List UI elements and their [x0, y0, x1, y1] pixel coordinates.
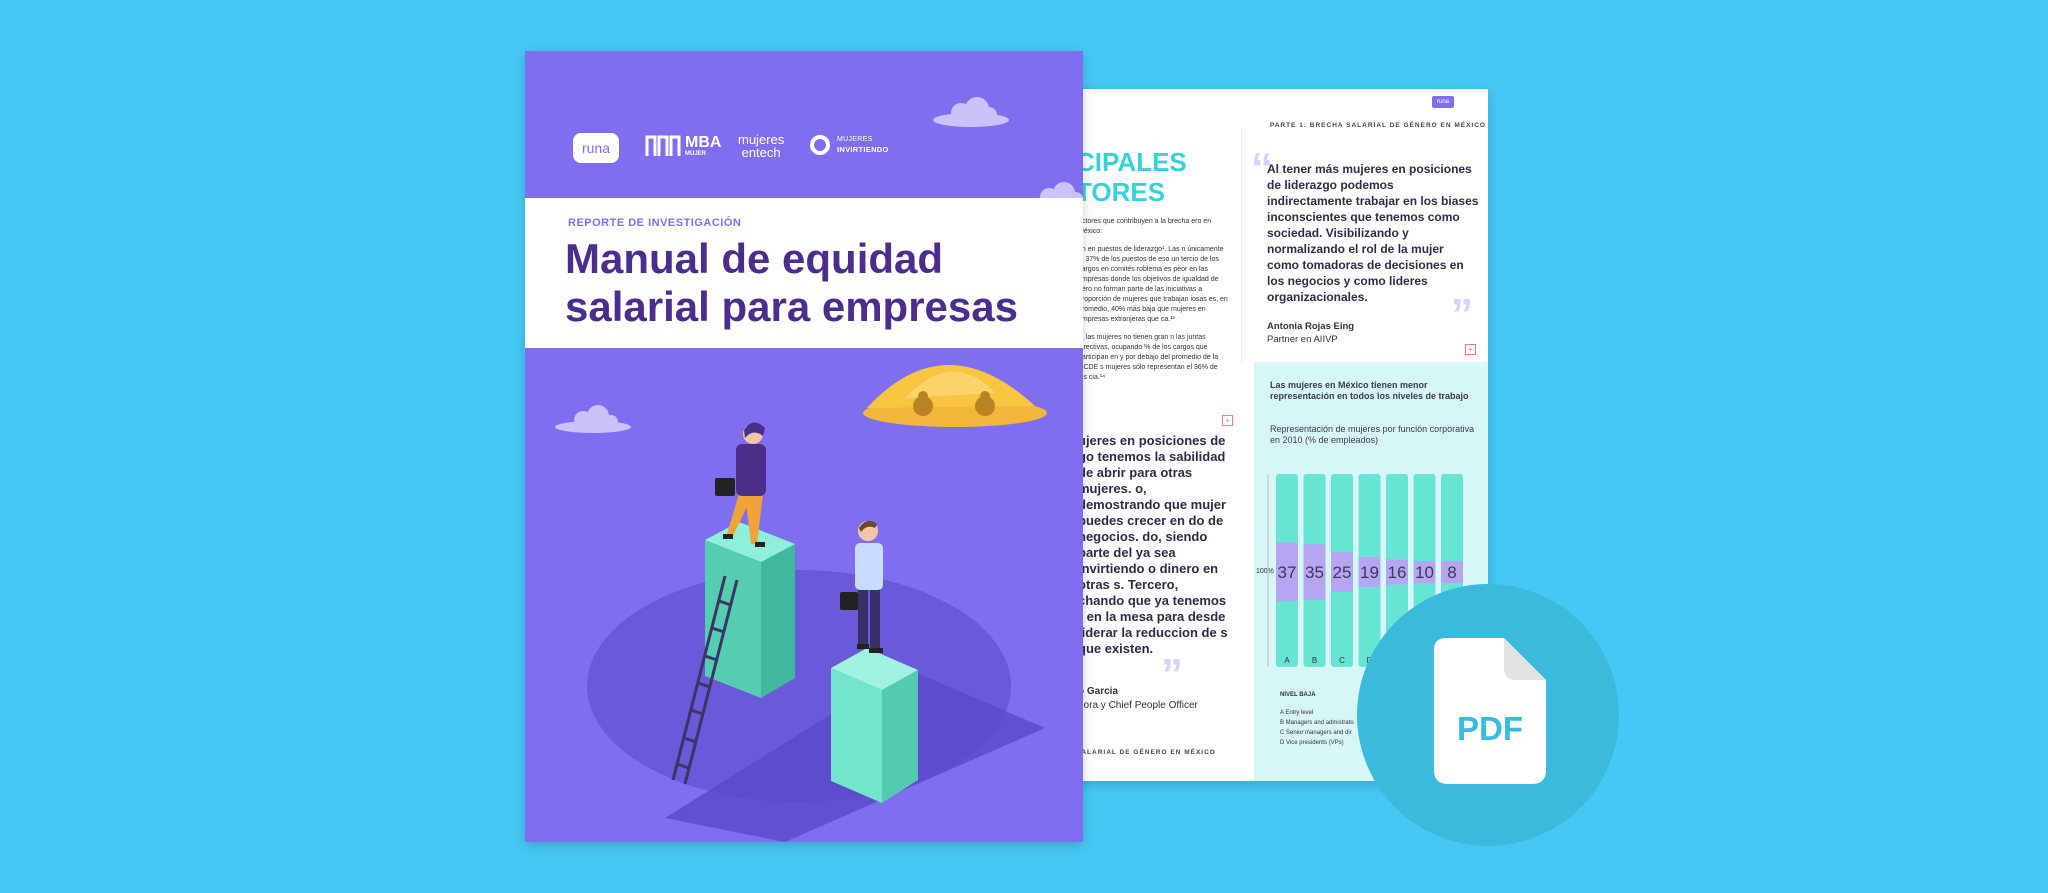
mujeres-invirtiendo-logo-icon [810, 135, 830, 155]
left-quote-role: dora y Chief People Officer [1078, 700, 1198, 711]
ladder-icon [671, 575, 739, 785]
runa-logo: runa [573, 133, 619, 163]
pdf-label: PDF [1457, 710, 1523, 747]
chart-y-label: 100% [1256, 568, 1274, 575]
mujeres-invirtiendo-logo-line-1: MUJERES [837, 136, 873, 143]
legend-item: A Entry level [1280, 710, 1314, 716]
right-quote-author: Antonia Rojas Eing [1267, 321, 1355, 332]
bar-value-label: 37 [1278, 563, 1297, 582]
left-column-text: actores que contribuyen a la brecha ero … [1078, 217, 1228, 391]
mujeres-entech-line-2: entech [741, 145, 781, 160]
pdf-document-icon [1434, 638, 1546, 784]
bar [1358, 556, 1381, 588]
coin-pile-icon [863, 364, 1047, 427]
mujeres-entech-line-1: mujeres [738, 132, 785, 147]
left-paragraph: o, las mujeres no tienen gran n las junt… [1078, 334, 1219, 381]
open-quote-icon: “ [1251, 144, 1273, 193]
close-quote-icon: ” [1451, 290, 1473, 339]
woman-figure [715, 422, 766, 547]
cloud-icon [933, 97, 1009, 127]
cover-title: Manual de equidad salarial para empresas [565, 235, 1065, 331]
mujeres-invirtiendo-logo-line-2: INVIRTIENDO [837, 145, 889, 154]
x-tick-label: C [1339, 656, 1345, 665]
bar-value-label: 35 [1305, 563, 1324, 582]
cover-illustration [587, 364, 1047, 842]
legend-item: B Managers and admistrato [1280, 720, 1354, 726]
close-quote-icon: ” [1161, 650, 1183, 699]
chart-legend-title: NIVEL BAJA [1280, 692, 1316, 698]
chart-title: Las mujeres en México tienen menor repre… [1270, 380, 1469, 401]
bar [1331, 552, 1353, 592]
expand-icon: + [1465, 344, 1476, 355]
bar [1386, 559, 1408, 585]
mba-logo-subtext: MUJER [685, 151, 707, 157]
bar-value-label: 10 [1415, 563, 1434, 582]
part-header: PARTE 1: BRECHA SALARIAL DE GÉNERO EN MÉ… [1269, 122, 1486, 129]
column-divider [1241, 129, 1242, 364]
left-quote: ujeres en posiciones de go tenemos la sa… [1078, 433, 1228, 656]
bar [1303, 544, 1326, 600]
tall-pillar [705, 522, 795, 698]
short-pillar [831, 648, 918, 803]
right-quote-role: Partner en AIIVP [1267, 334, 1338, 345]
expand-icon: + [1222, 415, 1233, 426]
bar-value-label: 16 [1388, 563, 1407, 582]
section-title-line-2: TORES [1076, 177, 1166, 207]
bar-value-label: 8 [1447, 563, 1456, 582]
left-paragraph: actores que contribuyen a la brecha ero … [1078, 218, 1212, 235]
bar-value-label: 25 [1333, 563, 1352, 582]
title-band [525, 198, 1083, 348]
report-cover: runa MBA MUJER mujeres entech MUJERES IN… [525, 51, 1083, 842]
left-page-footer: SALARIAL DE GÉNERO EN MÉXICO [1076, 749, 1216, 756]
chart-legend: A Entry level B Managers and admistrato … [1280, 708, 1480, 748]
legend-item: C Senior managers and dir [1280, 730, 1352, 736]
cloud-icon [555, 405, 631, 433]
legend-item: D Vice presidents (VPs) [1280, 740, 1344, 746]
x-tick-label: B [1312, 656, 1317, 665]
bar [1276, 542, 1298, 602]
chart-subtitle: Representación de mujeres por función co… [1270, 424, 1475, 445]
man-figure [840, 520, 883, 653]
mujeres-entech-logo: mujeres entech [738, 133, 784, 159]
report-label: REPORTE DE INVESTIGACIÓN [568, 217, 742, 229]
cover-title-line-1: Manual de equidad [565, 235, 944, 282]
cover-title-line-2: salarial para empresas [565, 283, 1018, 330]
bar-value-label: 19 [1360, 563, 1379, 582]
runa-page-tag: runa [1432, 96, 1454, 108]
section-title: CIPALES TORES [1076, 147, 1246, 207]
right-quote: Al tener más mujeres en posiciones de li… [1267, 162, 1479, 304]
left-paragraph: ón en puestos de liderazgo¹. Las n única… [1078, 246, 1228, 323]
bar [1413, 561, 1436, 583]
bar [1441, 561, 1463, 583]
section-title-line-1: CIPALES [1076, 147, 1187, 177]
x-tick-label: A [1284, 656, 1290, 665]
mba-mujer-logo-icon [645, 135, 681, 156]
left-quote-author: o Garcia [1078, 686, 1119, 697]
mba-logo-text: MBA [685, 134, 722, 151]
